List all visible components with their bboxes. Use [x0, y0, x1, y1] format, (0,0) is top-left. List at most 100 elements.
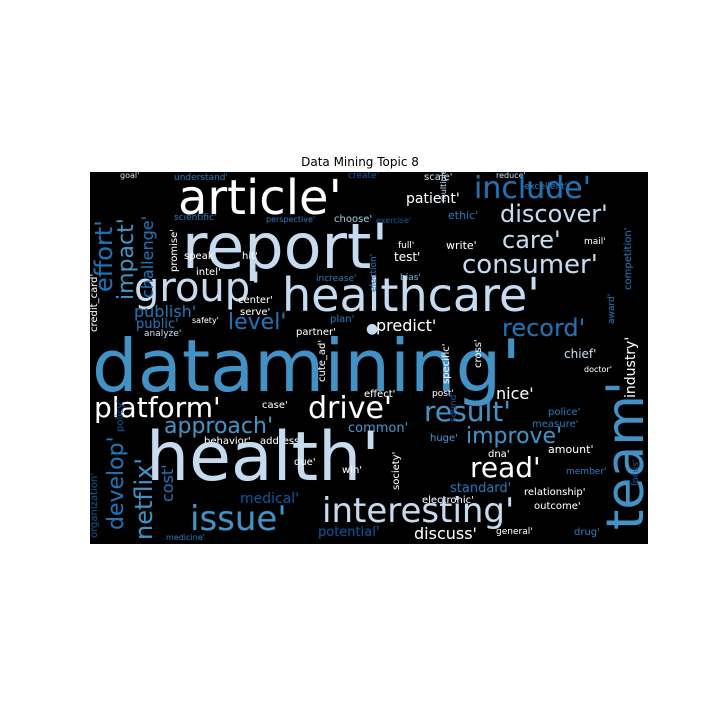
word-common: common': [348, 421, 409, 436]
word-plan: plan': [330, 314, 355, 325]
word-promise: promise': [169, 229, 180, 272]
word-general: general': [496, 527, 533, 537]
word-hit: hit': [242, 251, 258, 262]
word-public: public': [136, 317, 179, 332]
word-policy: policy': [115, 399, 126, 432]
word-scale: scale': [424, 172, 453, 183]
word-huge: huge': [430, 433, 458, 444]
word-dna: dna': [488, 449, 510, 460]
word-report: report': [182, 210, 389, 283]
word-consumer: consumer': [462, 250, 598, 280]
word-nice: nice': [496, 384, 534, 403]
word-drug: drug': [574, 527, 600, 538]
word-effect: effect': [364, 389, 396, 400]
word-team: team': [596, 380, 648, 530]
word-center: center': [238, 295, 273, 306]
word-discuss: discuss': [414, 524, 477, 543]
word-drive: drive': [308, 391, 393, 426]
word-issue: issue': [190, 499, 287, 539]
word-cost: cost': [158, 464, 177, 502]
word-challenge: challenge': [138, 215, 157, 298]
word-write: write': [446, 239, 477, 252]
word-reduce: reduce': [496, 172, 526, 180]
word-publish: publish': [134, 302, 197, 321]
word-group: group': [134, 265, 262, 311]
word-sound: sound': [449, 392, 459, 422]
word-increase: increase': [316, 274, 357, 284]
word-approach: approach': [164, 414, 274, 439]
word-choose: choose': [334, 214, 373, 225]
word-election: election': [369, 253, 379, 292]
word-discover: discover': [500, 200, 608, 228]
word-standard: standard': [450, 481, 512, 496]
word-chief: chief': [564, 347, 597, 361]
word-health: health': [146, 418, 380, 497]
word-goal: goal': [120, 172, 140, 180]
word-organization: organization': [90, 473, 100, 538]
word-electronic: electronic': [422, 495, 474, 506]
word-datamining: datamining': [92, 324, 522, 408]
word-doctor: doctor': [584, 365, 612, 374]
word-case: case': [262, 400, 288, 411]
word-care: care': [502, 226, 561, 254]
word-police: police': [548, 407, 581, 418]
word-create: create': [348, 172, 380, 181]
word-develop: develop': [104, 436, 129, 530]
word-focus: focus': [631, 459, 641, 487]
word-mail: mail': [584, 237, 606, 247]
word-measure: measure': [532, 419, 579, 430]
word-platform: platform': [94, 391, 221, 424]
word-bias: bias': [400, 273, 421, 283]
word-post: post': [432, 389, 454, 399]
word-medical: medical': [240, 491, 300, 507]
word-intel: intel': [196, 267, 221, 278]
word-test: test': [394, 250, 421, 264]
word-ethic: ethic': [448, 209, 479, 222]
word-medicine: medicine': [166, 533, 205, 542]
word-potential: potential': [318, 525, 380, 540]
word-read: read': [470, 451, 541, 484]
word-member: member': [566, 467, 607, 477]
word-cute-ad: cute_ad': [317, 339, 328, 382]
word-credit-card: credit_card': [90, 273, 100, 332]
word-patient: patient': [406, 191, 460, 207]
word-amount: amount': [548, 443, 594, 456]
word-result: result': [424, 395, 511, 428]
word-partner: partner': [296, 327, 336, 338]
word-speak: speak': [184, 251, 217, 262]
word-healthcare: healthcare': [282, 268, 540, 322]
word-competition: competition': [623, 227, 634, 290]
word-predict: predict': [376, 316, 437, 335]
word-safety: safety': [192, 316, 219, 325]
word-impact: impact': [114, 218, 139, 300]
word-level: level': [228, 310, 287, 335]
word-full: full': [398, 241, 415, 251]
word-excellent: excellent': [524, 182, 568, 192]
word-award: award': [607, 293, 617, 324]
word-netflix: netflix': [130, 458, 158, 540]
chart-title: Data Mining Topic 8: [301, 155, 419, 169]
word-behavior: behavior': [204, 436, 251, 447]
word-exercise: exercise': [376, 216, 412, 225]
word-industry: industry': [623, 336, 639, 398]
word-understand: understand': [174, 173, 228, 183]
word-due: due': [294, 457, 316, 468]
word-improve: improve': [466, 424, 563, 449]
word-serve: serve': [240, 307, 271, 318]
word-cross: cross': [473, 339, 484, 368]
word-analyze: analyze': [144, 329, 182, 339]
word-win: win': [342, 465, 363, 476]
word-interesting: interesting': [322, 491, 515, 531]
word-outcome: outcome': [534, 501, 581, 512]
dot-mark: ●: [366, 321, 379, 337]
word-record: record': [502, 314, 586, 342]
word-address: address': [260, 436, 303, 447]
word-perspective: perspective': [266, 215, 316, 224]
word-society: society': [391, 451, 402, 490]
word-cloud: goal' understand' create' scale' reduce'…: [90, 172, 648, 544]
word-multiple: multiple': [439, 172, 448, 202]
word-scientific: scientific': [174, 213, 217, 223]
word-specific: specific': [441, 343, 452, 384]
word-include: include': [474, 172, 591, 206]
word-article: article': [178, 172, 342, 226]
